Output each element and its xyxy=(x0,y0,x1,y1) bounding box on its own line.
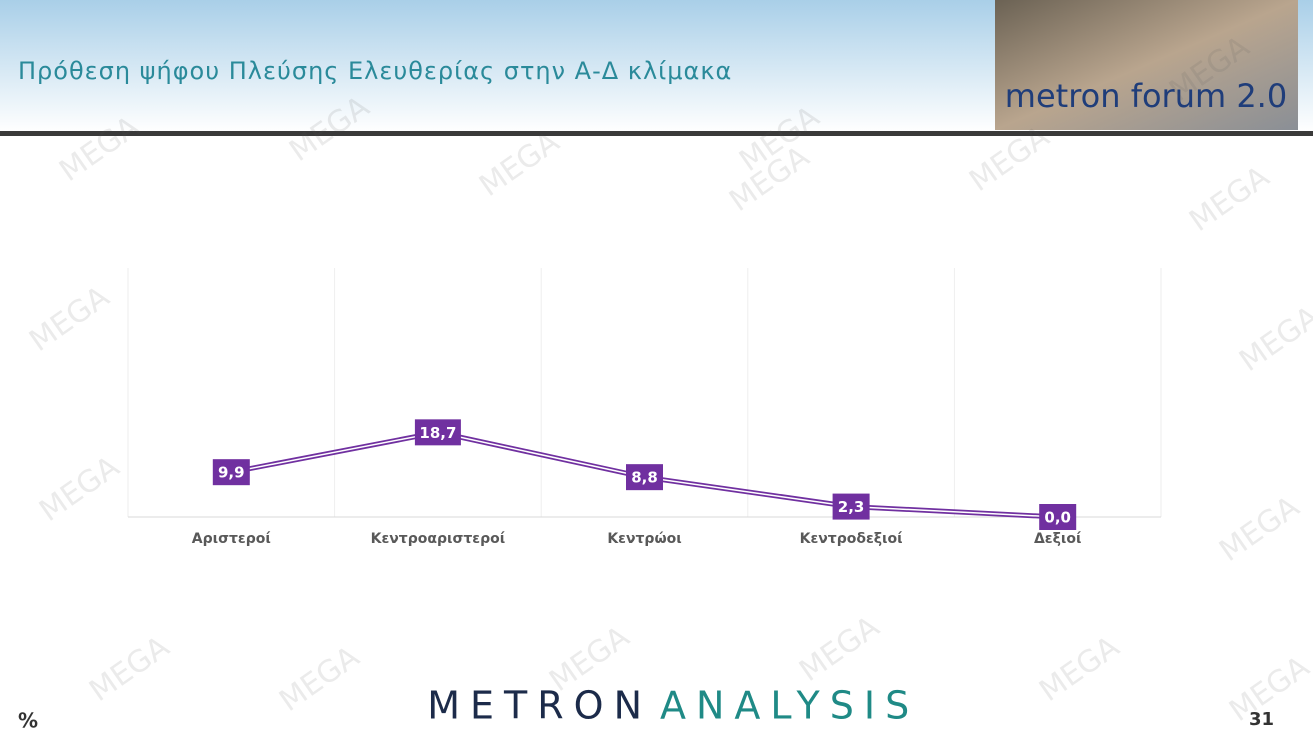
x-tick-label: Κεντροαριστεροί xyxy=(371,531,506,547)
data-label: 8,8 xyxy=(631,469,658,487)
data-label-box xyxy=(1039,504,1077,530)
page-number: 31 xyxy=(1249,709,1274,730)
data-label-box xyxy=(832,493,870,520)
x-tick-label: Κεντρώοι xyxy=(607,531,681,547)
banner-text: metron forum 2.0 xyxy=(1005,77,1287,115)
x-tick-label: Αριστεροί xyxy=(192,531,271,547)
data-label-box xyxy=(414,419,461,446)
x-tick-label: Κεντροδεξιοί xyxy=(800,531,903,547)
x-tick-label: Δεξιοί xyxy=(1034,531,1081,547)
data-label: 0,0 xyxy=(1044,509,1071,527)
data-label: 18,7 xyxy=(419,424,456,442)
data-label: 2,3 xyxy=(838,498,865,516)
logo-right: ANALYSIS xyxy=(660,684,919,728)
banner-image xyxy=(995,0,1298,130)
data-label-box xyxy=(626,464,663,491)
data-label: 9,9 xyxy=(218,464,245,482)
header-rule xyxy=(0,131,1313,136)
logo-left: METRON xyxy=(427,684,652,728)
chart-title: Πρόθεση ψήφου Πλεύσης Ελευθερίας στην Α-… xyxy=(18,57,732,85)
unit-label: % xyxy=(18,709,38,733)
data-label-box xyxy=(212,459,250,486)
